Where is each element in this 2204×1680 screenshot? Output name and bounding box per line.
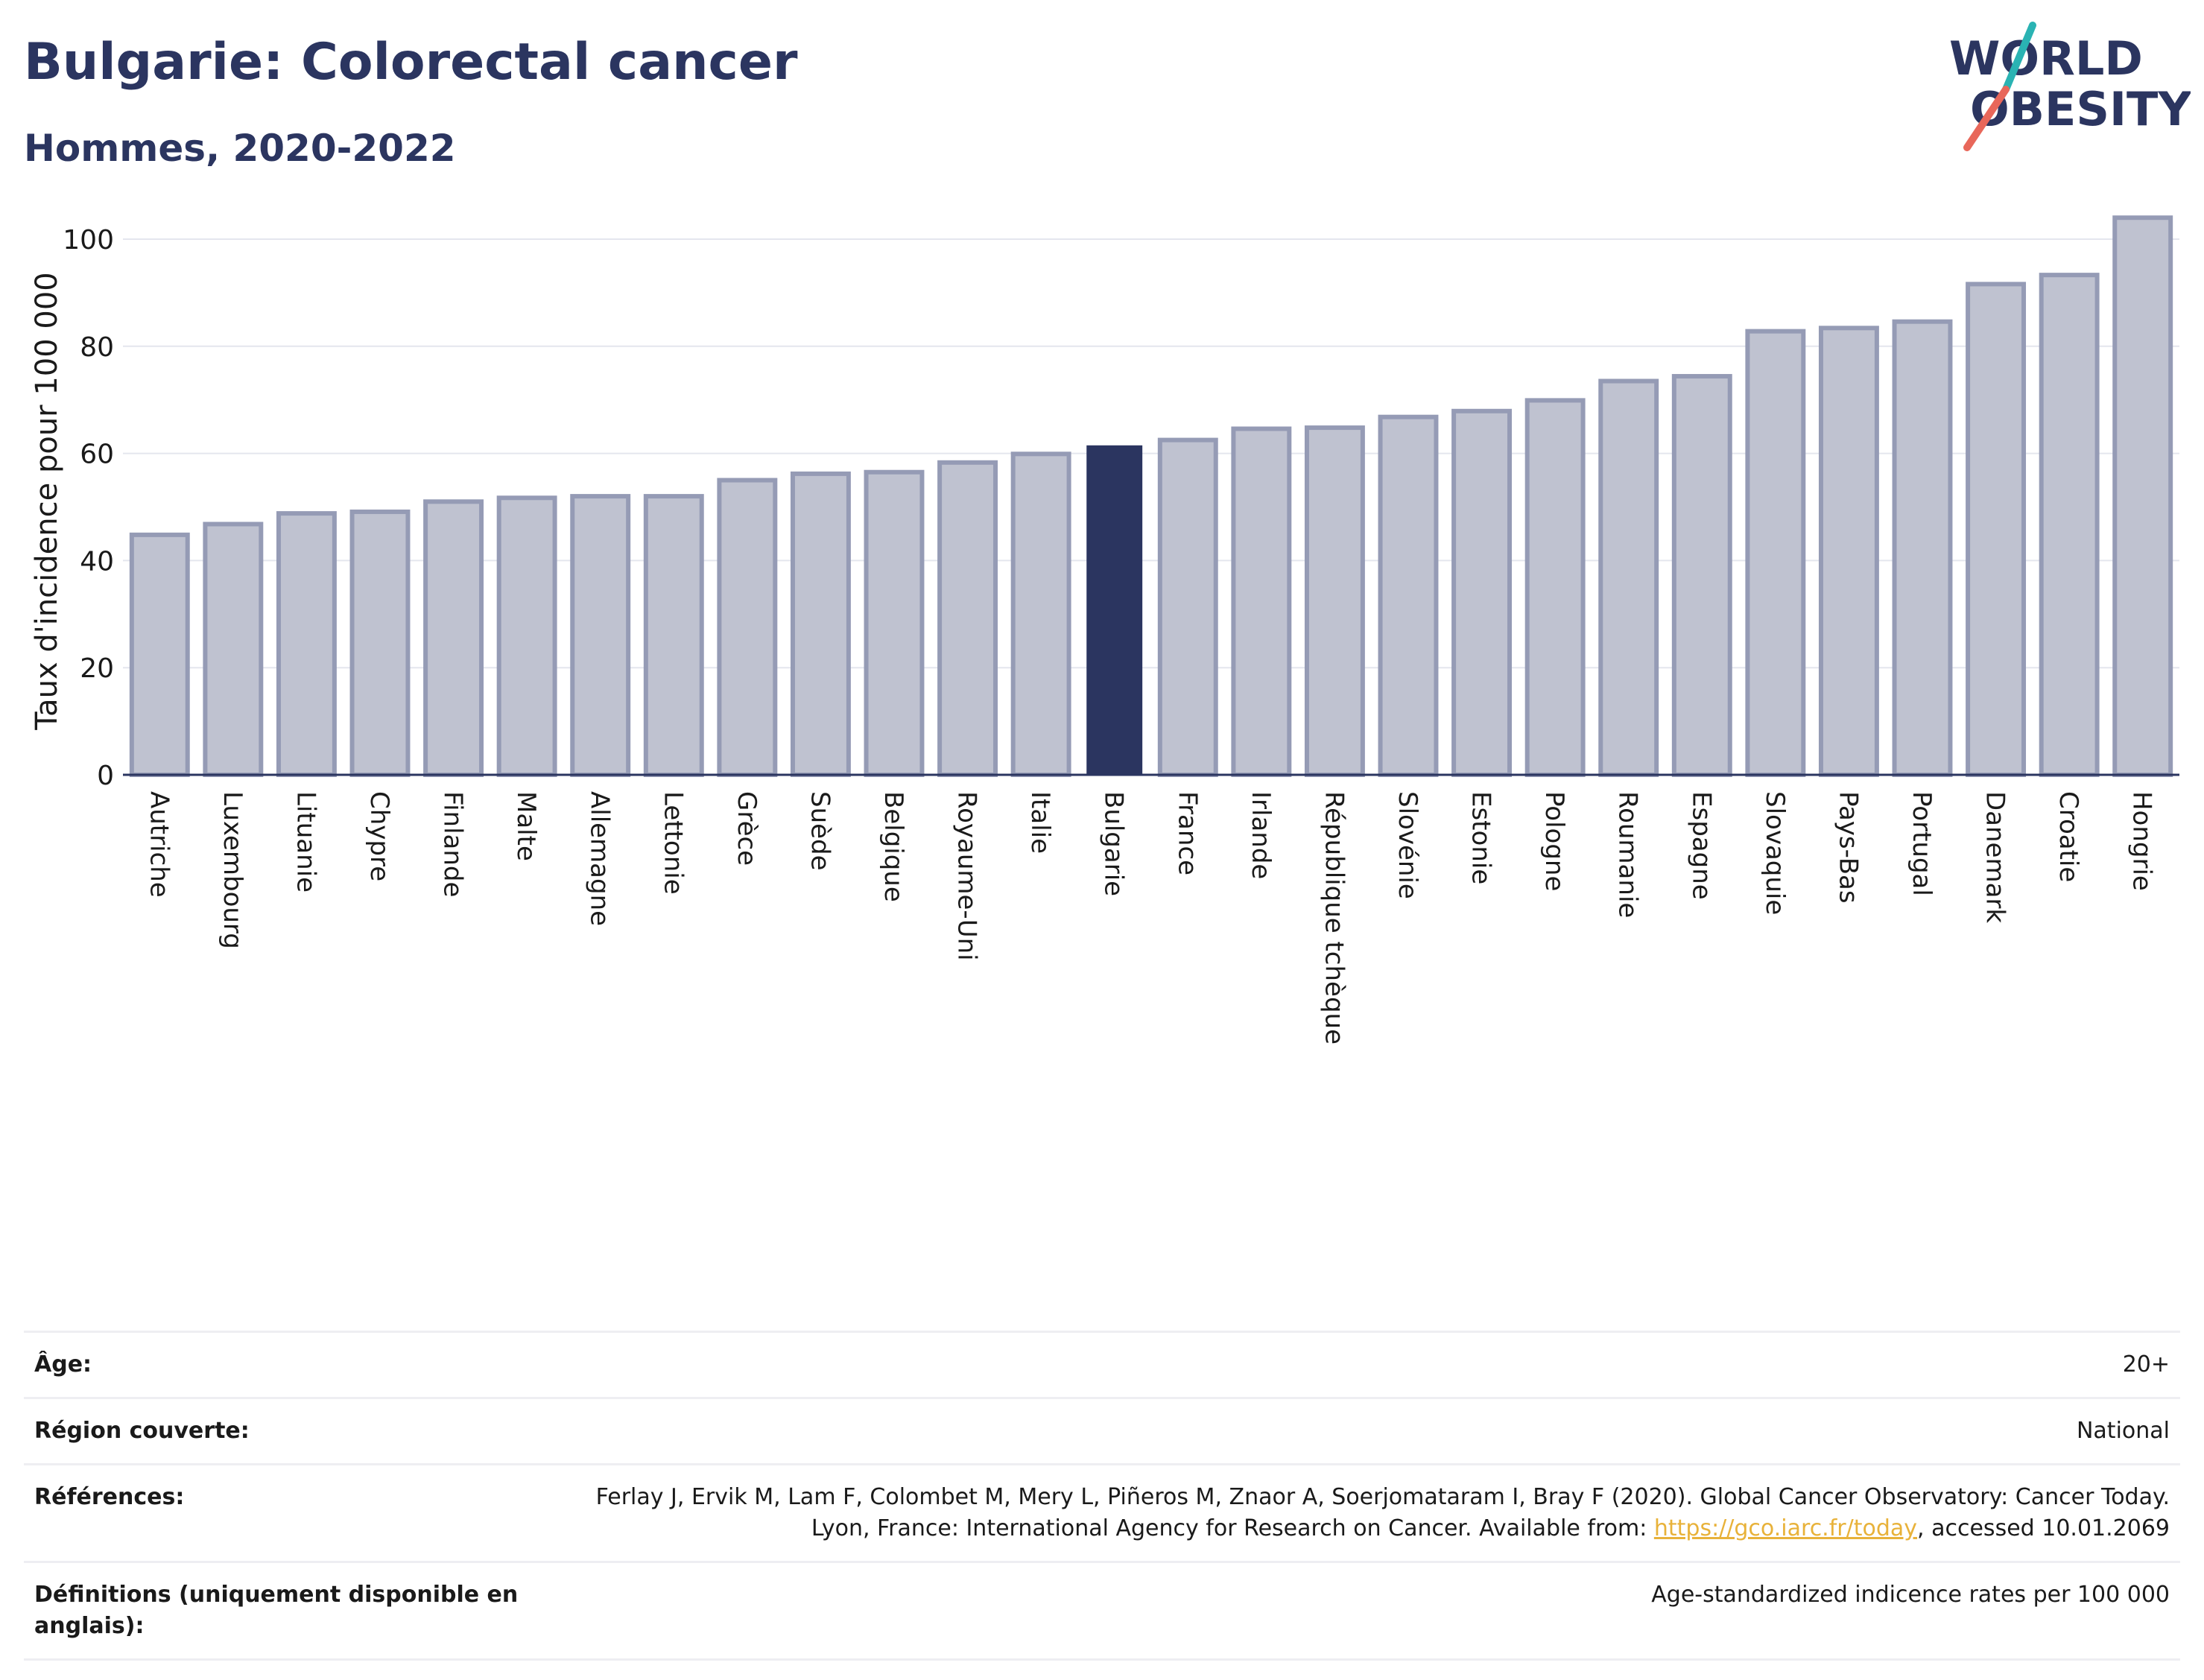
x-tick-label: Espagne	[1686, 791, 1716, 900]
bar-hongrie	[2112, 215, 2173, 777]
y-axis-ticks: 0 20 40 60 80 100	[63, 225, 114, 791]
x-tick-label: Luxembourg	[218, 791, 247, 949]
meta-row-references: Références: Ferlay J, Ervik M, Lam F, Co…	[24, 1464, 2180, 1562]
x-tick-label: Suède	[805, 791, 835, 871]
x-tick-label: Pays-Bas	[1833, 791, 1863, 904]
y-tick-label: 60	[80, 440, 114, 470]
bar-allemagne	[570, 494, 631, 777]
bar-france	[1157, 437, 1218, 777]
bar-belgique	[864, 469, 925, 777]
bar-danemark	[1966, 282, 2027, 778]
logo-slash-bottom	[1963, 86, 2010, 151]
x-tick-label: Bulgarie	[1099, 791, 1129, 896]
references-accessed: , accessed 10.01.2069	[1917, 1515, 2170, 1541]
references-value: Ferlay J, Ervik M, Lam F, Colombet M, Me…	[551, 1465, 2180, 1562]
meta-row-age: Âge: 20+	[24, 1331, 2180, 1398]
y-tick-label: 80	[80, 332, 114, 363]
bar-roumanie	[1598, 378, 1659, 777]
definitions-value: Age-standardized indicence rates per 100…	[1651, 1582, 2170, 1608]
bar-estonie	[1451, 408, 1513, 777]
references-link[interactable]: https://gco.iarc.fr/today	[1653, 1515, 1918, 1541]
bar-slov-nie	[1378, 414, 1439, 778]
bar-irlande	[1231, 426, 1292, 777]
bar-lettonie	[643, 494, 704, 777]
y-tick-label: 20	[80, 653, 114, 684]
x-tick-label: Croatie	[2053, 791, 2083, 882]
bar-portugal	[1892, 319, 1953, 777]
bar-espagne	[1671, 374, 1732, 777]
bar-gr-ce	[717, 478, 778, 777]
logo-word-world: WORLD	[1949, 31, 2143, 86]
x-tick-label: Autriche	[144, 791, 174, 898]
x-tick-label: Lituanie	[291, 791, 320, 893]
x-tick-label: Grèce	[732, 791, 761, 866]
references-label: Références:	[34, 1484, 185, 1510]
x-axis-ticks: Autriche Luxembourg Lituanie Chypre Finlande…	[144, 791, 2156, 1045]
x-tick-label: Lettonie	[658, 791, 688, 895]
age-value: 20+	[2122, 1351, 2170, 1378]
bar-pays-bas	[1818, 326, 1879, 778]
x-tick-label: Malte	[511, 791, 541, 861]
bars	[129, 215, 2173, 778]
bar-chart: 0 20 40 60 80 100 Autriche Luxembourg Lituanie C…	[30, 215, 2179, 1045]
x-tick-label: Chypre	[364, 791, 394, 881]
page-subtitle: Hommes, 2020-2022	[24, 127, 456, 170]
x-tick-label: Estonie	[1466, 791, 1496, 884]
bar-pologne	[1524, 398, 1586, 778]
x-tick-label: Portugal	[1907, 791, 1937, 896]
bar-malte	[496, 495, 557, 777]
bar-croatie	[2039, 273, 2100, 777]
x-tick-label: Danemark	[1980, 791, 2010, 923]
bar-royaume-uni	[937, 460, 998, 777]
bar-autriche	[129, 532, 190, 777]
bar-lituanie	[276, 511, 337, 777]
bar-bulgarie	[1086, 445, 1143, 775]
definitions-label: Définitions (uniquement disponible en an…	[34, 1582, 519, 1639]
y-tick-label: 0	[97, 761, 114, 791]
meta-row-region: Région couverte: National	[24, 1398, 2180, 1465]
x-tick-label: Finlande	[438, 791, 468, 897]
page-title: Bulgarie: Colorectal cancer	[24, 33, 798, 92]
references-text: Ferlay J, Ervik M, Lam F, Colombet M, Me…	[595, 1484, 2170, 1541]
x-tick-label: Royaume-Uni	[952, 791, 982, 961]
bar-luxembourg	[203, 522, 264, 777]
x-tick-label: Belgique	[878, 791, 908, 902]
x-tick-label: Italie	[1025, 791, 1055, 854]
x-tick-label: Hongrie	[2127, 791, 2157, 891]
region-value: National	[2076, 1418, 2170, 1444]
bar-slovaquie	[1745, 329, 1806, 777]
age-label: Âge:	[34, 1351, 92, 1378]
x-tick-label: Allemagne	[585, 791, 615, 926]
y-tick-label: 100	[63, 225, 114, 256]
logo-slash-top	[2002, 22, 2036, 93]
metadata-table: Âge: 20+ Région couverte: National Référ…	[24, 1331, 2180, 1661]
y-axis-label: Taux d'incidence pour 100 000	[30, 272, 64, 730]
y-tick-label: 40	[80, 546, 114, 577]
bar-italie	[1010, 451, 1071, 777]
bar-r-publique-tch-que	[1304, 425, 1365, 777]
bar-su-de	[790, 471, 851, 778]
x-tick-label: Roumanie	[1613, 791, 1643, 918]
x-tick-label: Slovénie	[1393, 791, 1422, 899]
x-tick-label: Slovaquie	[1760, 791, 1790, 915]
x-tick-label: France	[1172, 791, 1202, 875]
region-label: Région couverte:	[34, 1418, 250, 1444]
bar-finlande	[423, 499, 484, 777]
bar-chypre	[349, 509, 411, 777]
x-tick-label: Pologne	[1539, 791, 1569, 891]
x-tick-label: République tchèque	[1319, 791, 1349, 1045]
x-tick-label: Irlande	[1246, 791, 1276, 879]
world-obesity-logo: WORLD OBESITY	[1949, 22, 2191, 151]
meta-row-definitions: Définitions (uniquement disponible en an…	[24, 1562, 2180, 1660]
